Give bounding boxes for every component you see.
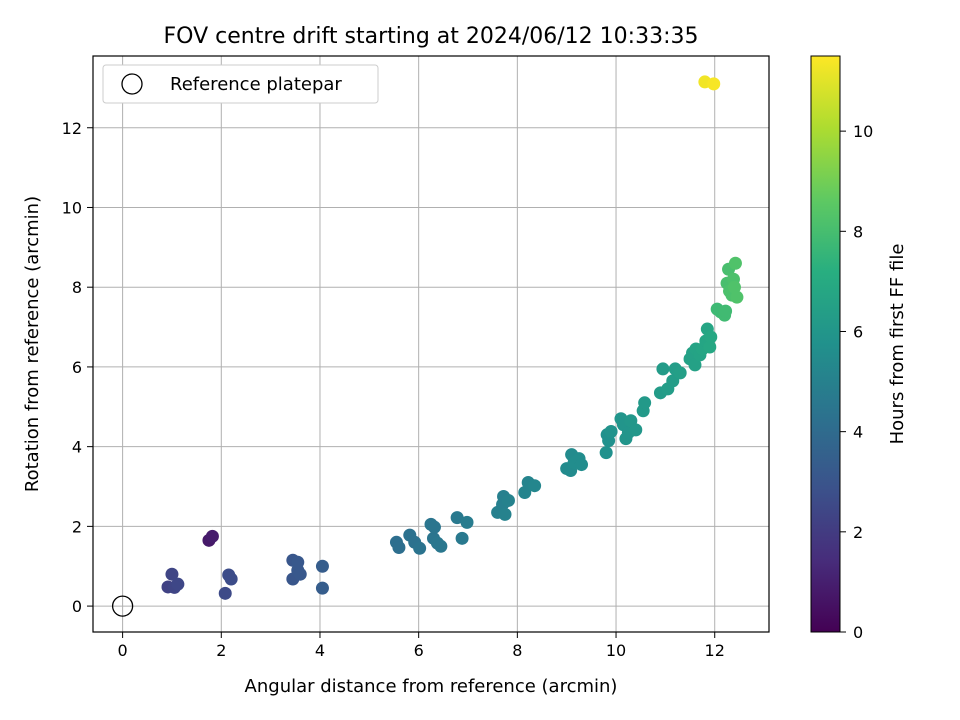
- data-points: [161, 75, 744, 600]
- data-point-46: [604, 424, 618, 438]
- x-tick-label: 10: [606, 641, 626, 660]
- data-point-28: [460, 515, 474, 529]
- legend: Reference platepar: [102, 64, 379, 104]
- reference-platepar-marker: [111, 595, 134, 617]
- plot-frame: [92, 55, 770, 633]
- x-axis-ticks: 0 2 4 6 8 10 12: [118, 632, 725, 660]
- chart-title: FOV centre drift starting at 2024/06/12 …: [164, 24, 699, 49]
- data-point-70: [704, 330, 718, 344]
- data-point-26: [450, 511, 464, 525]
- y-tick-label: 4: [72, 438, 82, 457]
- colorbar-tick-label: 6: [853, 322, 863, 341]
- colorbar-tick-label: 8: [853, 222, 863, 241]
- colorbar-tick-label: 2: [853, 523, 863, 542]
- data-point-84: [707, 77, 721, 91]
- x-tick-label: 6: [414, 641, 424, 660]
- colorbar: 0 2 4 6 8 10 Hours from first FF file: [810, 55, 908, 642]
- y-tick-label: 6: [72, 358, 82, 377]
- grid-lines: [93, 56, 769, 632]
- data-point-14: [315, 559, 329, 573]
- data-point-15: [315, 581, 329, 595]
- y-tick-label: 10: [62, 198, 82, 217]
- data-point-34: [518, 485, 532, 499]
- x-tick-label: 2: [216, 641, 226, 660]
- x-tick-label: 0: [118, 641, 128, 660]
- y-tick-label: 8: [72, 278, 82, 297]
- y-tick-label: 2: [72, 517, 82, 536]
- data-point-52: [629, 423, 643, 437]
- legend-marker-icon: [121, 73, 143, 95]
- data-point-80: [727, 280, 741, 294]
- data-point-23: [427, 520, 441, 534]
- data-point-54: [638, 396, 652, 410]
- x-tick-label: 4: [315, 641, 325, 660]
- data-point-6: [218, 586, 232, 600]
- y-tick-label: 12: [62, 119, 82, 138]
- x-axis-label: Angular distance from reference (arcmin): [245, 676, 618, 697]
- colorbar-ticks: 0 2 4 6 8 10: [840, 122, 873, 642]
- data-point-36: [528, 479, 542, 493]
- data-point-63: [688, 358, 702, 372]
- colorbar-tick-label: 4: [853, 423, 863, 442]
- data-point-33: [501, 493, 515, 507]
- data-point-5: [171, 577, 185, 591]
- colorbar-gradient: [810, 55, 841, 633]
- legend-entry-reference: Reference platepar: [170, 74, 342, 95]
- data-point-8: [224, 572, 238, 586]
- colorbar-label: Hours from first FF file: [887, 244, 908, 445]
- y-axis-ticks: 0 2 4 6 8 10 12: [62, 119, 93, 616]
- data-point-3: [165, 567, 179, 581]
- data-point-1: [205, 529, 219, 543]
- data-point-56: [656, 362, 670, 376]
- data-point-81: [728, 256, 742, 270]
- legend-box: [102, 64, 379, 104]
- data-point-42: [574, 458, 588, 472]
- data-point-17: [392, 540, 406, 554]
- data-point-69: [703, 340, 717, 354]
- data-point-82: [730, 290, 744, 304]
- data-point-25: [434, 539, 448, 553]
- colorbar-tick-label: 0: [853, 623, 863, 642]
- data-point-43: [599, 446, 613, 460]
- data-point-27: [455, 531, 469, 545]
- data-point-60: [673, 366, 687, 380]
- data-point-13: [293, 567, 307, 581]
- reference-point: [111, 595, 134, 617]
- data-point-20: [413, 541, 427, 555]
- y-axis-label: Rotation from reference (arcmin): [22, 196, 43, 492]
- x-tick-label: 12: [705, 641, 725, 660]
- colorbar-tick-label: 10: [853, 122, 873, 141]
- data-point-32: [498, 507, 512, 521]
- y-tick-label: 0: [72, 597, 82, 616]
- data-point-74: [719, 304, 733, 318]
- x-tick-label: 8: [512, 641, 522, 660]
